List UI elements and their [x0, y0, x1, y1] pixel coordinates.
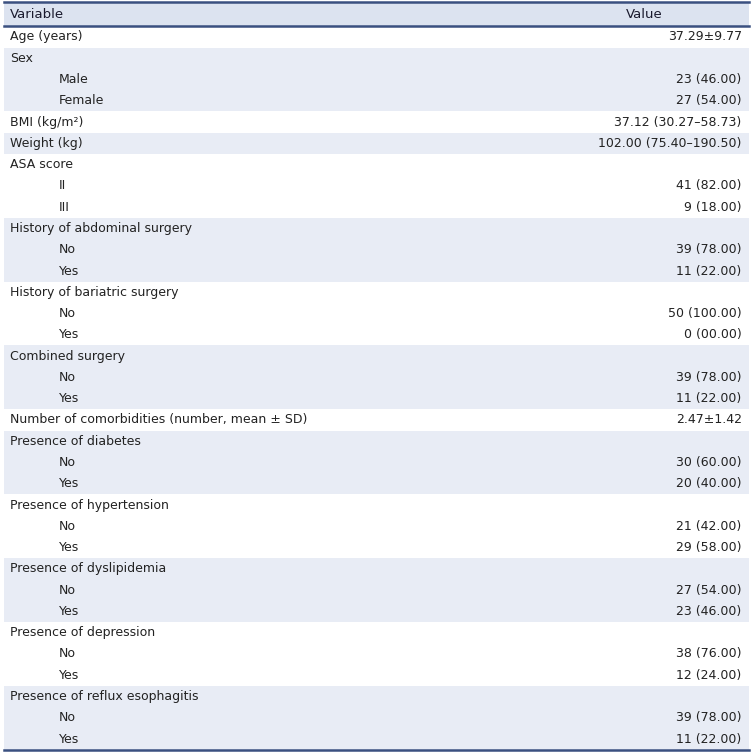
Text: Yes: Yes: [59, 478, 79, 490]
Bar: [4, 175, 749, 196]
Bar: [4, 132, 749, 154]
Text: Presence of depression: Presence of depression: [10, 626, 155, 639]
Text: Yes: Yes: [59, 265, 79, 277]
Text: 30 (60.00): 30 (60.00): [676, 456, 742, 469]
Text: 11 (22.00): 11 (22.00): [676, 265, 742, 277]
Bar: [4, 324, 749, 345]
Text: Yes: Yes: [59, 669, 79, 682]
Text: 27 (54.00): 27 (54.00): [676, 94, 742, 108]
Text: 37.29±9.77: 37.29±9.77: [668, 31, 742, 44]
Bar: [4, 409, 749, 431]
Text: Yes: Yes: [59, 732, 79, 745]
Bar: [4, 218, 749, 239]
Bar: [4, 47, 749, 69]
Bar: [4, 473, 749, 494]
Text: Presence of hypertension: Presence of hypertension: [10, 499, 169, 511]
Text: Combined surgery: Combined surgery: [10, 350, 125, 362]
Text: 20 (40.00): 20 (40.00): [676, 478, 742, 490]
Text: 39 (78.00): 39 (78.00): [676, 711, 742, 724]
Text: 102.00 (75.40–190.50): 102.00 (75.40–190.50): [599, 137, 742, 150]
Bar: [4, 303, 749, 324]
Text: 2.47±1.42: 2.47±1.42: [675, 414, 742, 426]
Text: Male: Male: [59, 73, 89, 86]
Bar: [4, 260, 749, 282]
Text: BMI (kg/m²): BMI (kg/m²): [10, 116, 83, 129]
Text: Number of comorbidities (number, mean ± SD): Number of comorbidities (number, mean ± …: [10, 414, 307, 426]
Text: No: No: [59, 520, 76, 533]
Text: 11 (22.00): 11 (22.00): [676, 393, 742, 405]
Text: 50 (100.00): 50 (100.00): [668, 307, 742, 320]
Text: 23 (46.00): 23 (46.00): [676, 605, 742, 618]
Bar: [4, 196, 749, 218]
Text: ASA score: ASA score: [10, 158, 73, 171]
Text: 23 (46.00): 23 (46.00): [676, 73, 742, 86]
Text: 29 (58.00): 29 (58.00): [676, 541, 742, 554]
Text: 0 (00.00): 0 (00.00): [684, 329, 742, 341]
Bar: [4, 580, 749, 601]
Text: Sex: Sex: [10, 52, 32, 65]
Text: 38 (76.00): 38 (76.00): [676, 647, 742, 660]
Text: Female: Female: [59, 94, 104, 108]
Bar: [4, 111, 749, 132]
Text: Age (years): Age (years): [10, 31, 82, 44]
Text: Presence of diabetes: Presence of diabetes: [10, 435, 141, 447]
Bar: [4, 239, 749, 260]
Text: 27 (54.00): 27 (54.00): [676, 584, 742, 596]
Text: Weight (kg): Weight (kg): [10, 137, 82, 150]
Text: History of abdominal surgery: History of abdominal surgery: [10, 222, 192, 235]
Text: Presence of dyslipidemia: Presence of dyslipidemia: [10, 562, 166, 575]
Text: III: III: [59, 201, 69, 214]
Text: Yes: Yes: [59, 605, 79, 618]
Text: No: No: [59, 584, 76, 596]
Text: 41 (82.00): 41 (82.00): [676, 180, 742, 193]
Text: Value: Value: [626, 8, 662, 21]
Bar: [4, 686, 749, 707]
Text: 21 (42.00): 21 (42.00): [676, 520, 742, 533]
Text: No: No: [59, 243, 76, 256]
Bar: [4, 516, 749, 537]
Bar: [4, 644, 749, 665]
Bar: [4, 69, 749, 90]
Bar: [4, 367, 749, 388]
Text: No: No: [59, 711, 76, 724]
Bar: [4, 90, 749, 111]
Bar: [4, 282, 749, 303]
Bar: [4, 494, 749, 516]
Text: 11 (22.00): 11 (22.00): [676, 732, 742, 745]
Text: No: No: [59, 647, 76, 660]
Bar: [4, 2, 749, 26]
Text: 39 (78.00): 39 (78.00): [676, 243, 742, 256]
Bar: [4, 558, 749, 580]
Bar: [4, 388, 749, 409]
Bar: [4, 154, 749, 175]
Bar: [4, 665, 749, 686]
Text: 37.12 (30.27–58.73): 37.12 (30.27–58.73): [614, 116, 742, 129]
Text: No: No: [59, 371, 76, 384]
Text: II: II: [59, 180, 66, 193]
Text: Yes: Yes: [59, 393, 79, 405]
Text: 9 (18.00): 9 (18.00): [684, 201, 742, 214]
Bar: [4, 601, 749, 622]
Text: Yes: Yes: [59, 541, 79, 554]
Text: Variable: Variable: [10, 8, 64, 21]
Text: 12 (24.00): 12 (24.00): [676, 669, 742, 682]
Bar: [4, 431, 749, 452]
Bar: [4, 622, 749, 644]
Bar: [4, 729, 749, 750]
Bar: [4, 537, 749, 558]
Bar: [4, 345, 749, 367]
Text: Presence of reflux esophagitis: Presence of reflux esophagitis: [10, 690, 198, 703]
Bar: [4, 707, 749, 729]
Bar: [4, 26, 749, 47]
Text: 39 (78.00): 39 (78.00): [676, 371, 742, 384]
Text: Yes: Yes: [59, 329, 79, 341]
Text: History of bariatric surgery: History of bariatric surgery: [10, 286, 178, 299]
Text: No: No: [59, 456, 76, 469]
Text: No: No: [59, 307, 76, 320]
Bar: [4, 452, 749, 473]
